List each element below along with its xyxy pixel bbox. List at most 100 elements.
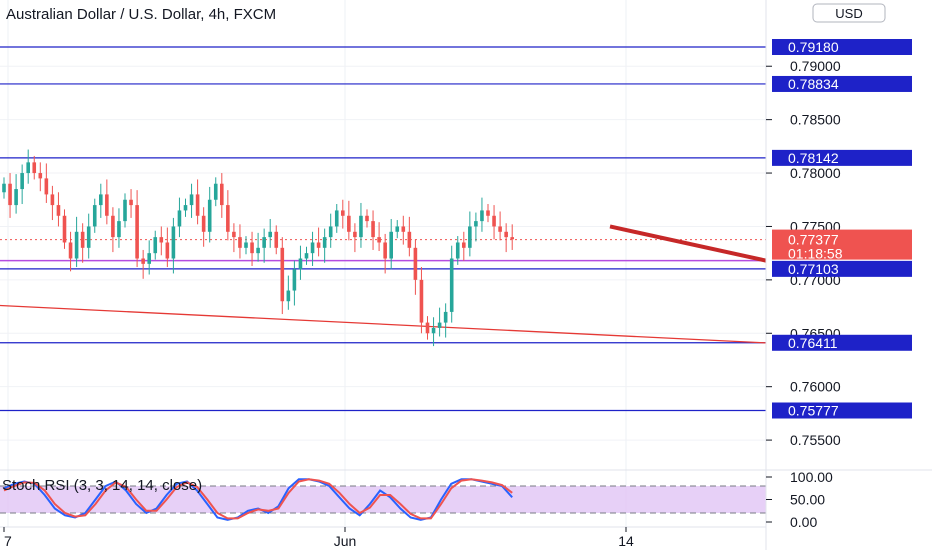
candle-body [262, 237, 266, 248]
svg-text:USD: USD [835, 6, 862, 21]
trendlines [0, 224, 767, 344]
candle-body [207, 199, 212, 232]
grid-lines [0, 0, 766, 527]
candle-body [62, 215, 67, 243]
candle-body [135, 205, 139, 259]
candle-body [50, 194, 55, 206]
candle-body [20, 173, 24, 190]
candle-body [462, 242, 466, 248]
candle-body [468, 226, 472, 248]
stoch-series-line [3, 478, 513, 520]
candle-body [286, 290, 291, 302]
level-price-tag [772, 260, 912, 277]
candle-body [38, 173, 43, 179]
candle-body [425, 322, 430, 334]
candle-body [359, 215, 363, 238]
candle-body [449, 258, 454, 312]
candle-body [111, 215, 115, 238]
time-tick-label: 7 [4, 533, 12, 549]
candle-body [26, 162, 30, 174]
level-price-tag [772, 39, 912, 55]
candle-body [413, 247, 418, 280]
candle-body [328, 226, 333, 238]
candle-body [14, 189, 18, 206]
osc-tick-label: 0.00 [790, 514, 817, 530]
candle-body [129, 199, 133, 206]
candle-body [401, 226, 406, 232]
currency-button[interactable]: USD [812, 3, 886, 23]
candle-body [165, 242, 170, 259]
stoch-rsi-pane [0, 478, 766, 521]
candle-body [32, 162, 37, 174]
candle-body [480, 210, 484, 222]
candle-body [274, 231, 279, 248]
candle-body [510, 237, 514, 240]
osc-tick-label: 100.00 [790, 469, 833, 485]
candle-body [177, 210, 182, 227]
candle-body [280, 247, 285, 302]
oscillator-axis[interactable]: 100.00 50.00 0.00 [766, 469, 833, 530]
candle-body [117, 221, 121, 238]
level-price-tag [772, 75, 912, 92]
time-tick-label: Jun [334, 533, 357, 549]
candle-body [486, 210, 490, 216]
candle-body [365, 215, 369, 222]
candle-body [74, 231, 79, 259]
candle-body [123, 199, 127, 222]
candlesticks [2, 149, 514, 347]
candle-body [492, 215, 496, 227]
candle-body [341, 210, 345, 216]
candle-body [431, 327, 436, 334]
countdown-label: 01:18:58 [788, 246, 843, 262]
time-axis[interactable]: 7 Jun 14 [3, 527, 634, 549]
candle-body [171, 226, 176, 259]
chart-title: Australian Dollar / U.S. Dollar, 4h, FXC… [6, 6, 276, 23]
level-price-label: 0.77103 [788, 261, 839, 277]
candle-body [2, 183, 6, 193]
candle-body [195, 194, 200, 216]
candle-body [183, 205, 188, 211]
candle-body [238, 237, 242, 248]
candle-body [407, 231, 412, 248]
candle-body [419, 279, 424, 323]
level-price-tag [772, 334, 912, 351]
candle-body [504, 231, 508, 238]
candle-body [395, 226, 400, 232]
candle-body [92, 205, 97, 227]
candle-body [292, 269, 297, 291]
candle-body [56, 205, 61, 216]
candle-body [105, 194, 109, 216]
candle-body [8, 183, 12, 206]
price-tick-label: 0.79000 [790, 58, 841, 74]
candle-body [153, 237, 158, 254]
candle-body [226, 205, 230, 232]
price-tick-label: 0.75500 [790, 432, 841, 448]
candle-body [147, 253, 151, 264]
price-tags: 0.79180 0.78834 0.78142 0.77103 0.76411 0.757… [772, 39, 912, 419]
candle-body [159, 237, 164, 243]
candle-body [298, 258, 303, 270]
stoch-rsi-title: Stoch RSI (3, 3, 14, 14, close) [2, 477, 202, 494]
candle-body [371, 221, 375, 238]
price-axis[interactable]: 0.790000.785000.780000.775000.770000.765… [766, 58, 841, 448]
candle-body [383, 242, 387, 259]
candle-body [389, 231, 393, 259]
candle-body [322, 237, 327, 248]
price-tick-label: 0.78000 [790, 165, 841, 181]
candle-body [232, 231, 236, 238]
price-tick-label: 0.76000 [790, 379, 841, 395]
horizontal-levels [0, 46, 766, 412]
level-price-label: 0.75777 [788, 403, 839, 419]
candle-body [377, 237, 381, 243]
candle-body [68, 242, 73, 259]
current-price-tag [772, 229, 912, 260]
candle-body [220, 183, 224, 206]
level-price-label: 0.78142 [788, 150, 839, 166]
candle-body [437, 322, 442, 328]
candle-body [334, 210, 339, 227]
candle-body [353, 231, 357, 238]
level-price-label: 0.76411 [788, 335, 838, 351]
candle-body [347, 215, 351, 232]
price-tick-label: 0.78500 [790, 112, 841, 128]
